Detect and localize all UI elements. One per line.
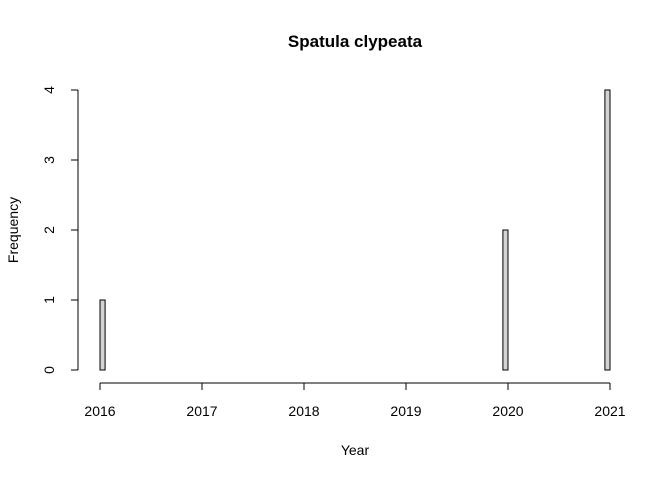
- y-tick-label: 0: [41, 366, 57, 374]
- x-tick-label: 2017: [186, 403, 217, 419]
- x-axis-ticks: 2016 2017 2018 2019 2020 2021: [84, 383, 626, 419]
- bars-group: [99, 89, 611, 371]
- x-tick-label: 2020: [492, 403, 523, 419]
- y-tick-label: 4: [41, 86, 57, 94]
- y-tick-label: 1: [41, 296, 57, 304]
- y-axis-label: Frequency: [5, 197, 21, 263]
- chart-title: Spatula clypeata: [288, 32, 423, 51]
- y-tick-label: 2: [41, 226, 57, 234]
- histogram-bar: [604, 89, 611, 371]
- y-tick-label: 3: [41, 156, 57, 164]
- x-tick-label: 2021: [594, 403, 625, 419]
- x-axis-label: Year: [341, 442, 370, 458]
- histogram-bar: [99, 299, 106, 371]
- histogram-bar: [502, 229, 509, 371]
- x-tick-label: 2018: [288, 403, 319, 419]
- y-axis-ticks: 0 1 2 3 4: [41, 86, 78, 374]
- x-tick-label: 2019: [390, 403, 421, 419]
- x-tick-label: 2016: [84, 403, 115, 419]
